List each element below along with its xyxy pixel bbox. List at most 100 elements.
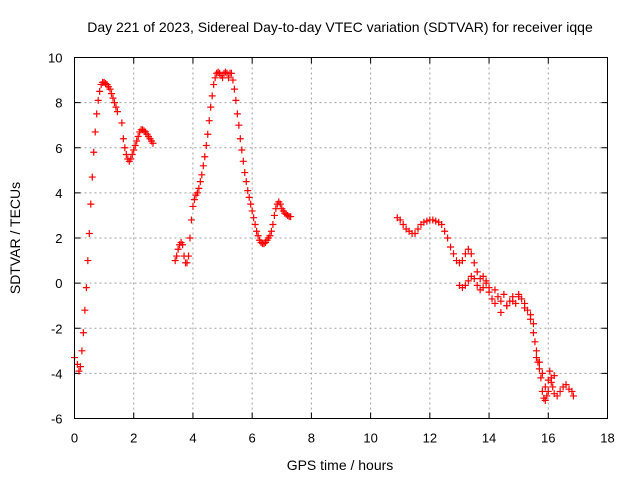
data-point [543, 392, 551, 400]
data-point [171, 257, 179, 265]
data-point [224, 74, 232, 82]
data-point [96, 87, 104, 95]
data-point [76, 363, 84, 371]
data-point [204, 130, 212, 138]
data-point [547, 378, 555, 386]
data-point [494, 293, 502, 301]
data-point [529, 329, 537, 337]
data-point [113, 108, 121, 116]
data-point [190, 196, 198, 204]
data-point [109, 94, 117, 102]
data-point [527, 315, 535, 323]
data-point [140, 127, 148, 135]
data-point [467, 250, 475, 258]
data-point [247, 200, 255, 208]
data-point [269, 220, 277, 228]
data-point [541, 383, 549, 391]
chart-title: Day 221 of 2023, Sidereal Day-to-day VTE… [87, 19, 593, 35]
data-point [535, 358, 543, 366]
data-point [232, 96, 240, 104]
data-point [461, 281, 469, 289]
data-point [183, 259, 191, 267]
data-point [130, 146, 138, 154]
data-point [441, 227, 449, 235]
data-point [230, 85, 238, 93]
data-point [529, 320, 537, 328]
data-point [82, 284, 90, 292]
data-point [118, 119, 126, 127]
data-point [491, 299, 499, 307]
data-point [270, 211, 278, 219]
x-tick-label: 12 [423, 431, 437, 446]
data-point [131, 141, 139, 149]
data-point [399, 220, 407, 228]
y-tick-label: 6 [55, 141, 62, 156]
data-point [521, 304, 529, 312]
data-point [187, 216, 195, 224]
data-point [485, 284, 493, 292]
data-point [276, 200, 284, 208]
y-tick-label: -6 [51, 412, 63, 427]
tick-layer: 0 2 4 6 8 10 12 14 16 18 -6 -4 -2 0 2 4 6 8 10 [48, 51, 615, 446]
data-point [201, 153, 209, 161]
data-point [193, 189, 201, 197]
data-point [470, 275, 478, 283]
x-tick-label: 8 [308, 431, 315, 446]
data-point [211, 74, 219, 82]
data-point [396, 216, 404, 224]
data-point [173, 252, 181, 260]
data-point [253, 227, 261, 235]
data-point [260, 240, 268, 248]
data-point [423, 217, 431, 225]
y-tick-label: 4 [55, 186, 62, 201]
y-axis-label: SDTVAR / TECUs [7, 182, 23, 294]
data-point [198, 171, 206, 179]
point-layer [71, 68, 577, 404]
x-tick-label: 6 [249, 431, 256, 446]
plot-frame [74, 57, 608, 419]
data-point [429, 216, 437, 224]
data-point [189, 202, 197, 210]
data-point [550, 372, 558, 380]
data-point [241, 169, 249, 177]
x-tick-label: 18 [600, 431, 614, 446]
data-point [185, 252, 193, 260]
data-point [102, 79, 110, 87]
data-point [458, 257, 466, 265]
data-point [538, 387, 546, 395]
data-point [531, 338, 539, 346]
data-point [134, 132, 142, 140]
data-point [537, 374, 545, 382]
y-tick-label: 0 [55, 276, 62, 291]
data-point [488, 295, 496, 303]
data-point [287, 213, 295, 221]
x-tick-label: 10 [363, 431, 377, 446]
data-point [208, 92, 216, 100]
data-point [509, 297, 517, 305]
data-point [202, 141, 210, 149]
data-point [81, 306, 89, 314]
data-point [210, 81, 218, 89]
data-point [179, 241, 187, 249]
data-point [546, 367, 554, 375]
y-tick-label: 2 [55, 231, 62, 246]
data-point [569, 392, 577, 400]
data-point [133, 137, 141, 145]
data-point [196, 178, 204, 186]
data-point [553, 392, 561, 400]
data-point [94, 96, 102, 104]
data-point [473, 281, 481, 289]
data-point [420, 218, 428, 226]
data-point [121, 144, 129, 152]
x-tick-label: 4 [189, 431, 196, 446]
data-point [119, 135, 127, 143]
data-point [411, 229, 419, 237]
y-tick-label: 10 [48, 51, 62, 66]
data-point [479, 284, 487, 292]
data-point [127, 155, 135, 163]
data-point [284, 211, 292, 219]
data-point [84, 257, 92, 265]
data-point [186, 234, 194, 242]
data-point [88, 173, 96, 181]
